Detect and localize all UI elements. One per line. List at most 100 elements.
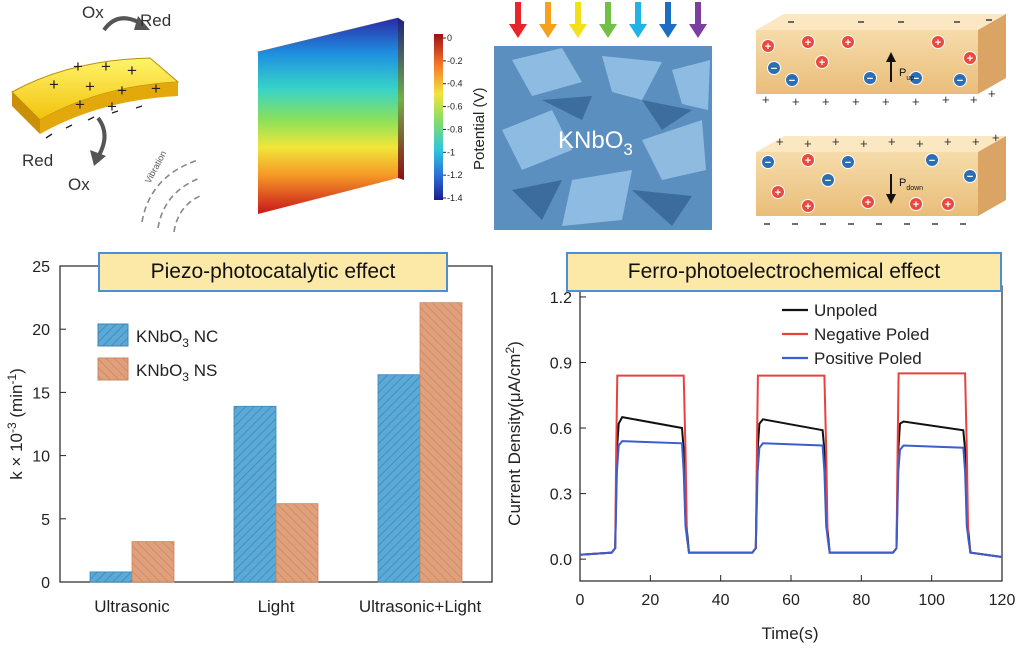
negative-ion xyxy=(963,169,977,183)
svg-text:+: + xyxy=(970,92,978,107)
ion-sign: + xyxy=(913,199,919,211)
svg-text:+: + xyxy=(916,136,924,151)
positive-ion xyxy=(771,185,785,199)
bar-y-axis-label: k × 10-3 (min-1) xyxy=(5,368,26,480)
light-arrowhead xyxy=(569,24,587,38)
svg-text:+: + xyxy=(888,134,896,149)
line-y-tick-label: 0.9 xyxy=(550,355,572,372)
ion-sign: + xyxy=(845,37,851,49)
line-x-tick-label: 80 xyxy=(852,592,870,609)
light-arrowhead xyxy=(509,24,527,38)
line-x-tick-label: 100 xyxy=(918,592,945,609)
light-arrow xyxy=(515,2,521,26)
bar-legend: KNbO3 NC KNbO3 NS xyxy=(97,323,218,384)
ion-sign: − xyxy=(825,175,831,187)
vibration-waves xyxy=(141,159,200,233)
bar xyxy=(419,302,463,583)
line-legend: Unpoled Negative Poled Positive Poled xyxy=(782,301,929,368)
negative-ion xyxy=(863,71,877,85)
ion-sign: − xyxy=(929,155,935,167)
svg-text:+: + xyxy=(117,81,127,100)
negative-ion xyxy=(821,173,835,187)
ox-bottom-label: Ox xyxy=(68,175,90,194)
negative-ion xyxy=(909,71,923,85)
svg-text:+: + xyxy=(49,75,59,94)
sem-image-panel: KNbO3 xyxy=(492,0,717,232)
light-arrow xyxy=(635,2,641,26)
line-y-tick-label: 0.6 xyxy=(550,421,572,438)
line-y-tick-label: 0.3 xyxy=(550,487,572,504)
line-x-tick-label: 20 xyxy=(641,592,659,609)
sem-image: KNbO3 xyxy=(494,2,712,230)
svg-text:+: + xyxy=(942,92,950,107)
colorbar-tick-label: -0.4 xyxy=(447,79,463,89)
svg-text:+: + xyxy=(988,86,996,101)
polarization-domains: + + + ++− +− −− − + + + + + + + + + Pup + + + + + + + + + − + −… xyxy=(756,14,1006,225)
line-x-tick-label: 40 xyxy=(712,592,730,609)
light-arrow xyxy=(575,2,581,26)
negative-ion xyxy=(841,155,855,169)
line-legend-label: Negative Poled xyxy=(814,325,929,344)
positive-ion xyxy=(841,35,855,49)
ion-sign: + xyxy=(935,37,941,49)
svg-text:+: + xyxy=(992,130,1000,145)
vibration-label: Vibration xyxy=(143,149,168,185)
bar-y-tick-label: 20 xyxy=(32,322,50,339)
bar xyxy=(275,503,319,583)
positive-ion xyxy=(801,35,815,49)
ion-sign: + xyxy=(805,37,811,49)
bar-legend-label: KNbO3 NC xyxy=(136,327,218,350)
light-arrow xyxy=(695,2,701,26)
light-arrow xyxy=(605,2,611,26)
positive-ion xyxy=(801,199,815,213)
light-arrowhead xyxy=(689,24,707,38)
ion-sign: − xyxy=(967,171,973,183)
negative-ion xyxy=(953,73,967,87)
ion-sign: + xyxy=(805,201,811,213)
line-x-tick-label: 0 xyxy=(576,592,585,609)
bar-y-tick-label: 10 xyxy=(32,449,50,466)
ox-top-label: Ox xyxy=(82,3,104,22)
bar xyxy=(89,571,133,583)
positive-ion xyxy=(941,197,955,211)
ion-sign: − xyxy=(867,73,873,85)
svg-text:+: + xyxy=(73,57,83,76)
svg-text:+: + xyxy=(101,57,111,76)
line-series xyxy=(579,372,1003,558)
bar-y-tick-label: 15 xyxy=(32,385,50,402)
positive-ion xyxy=(761,39,775,53)
colorbar-tick-label: -1 xyxy=(447,147,455,157)
negative-ion xyxy=(761,155,775,169)
line-series xyxy=(579,440,1003,558)
svg-text:+: + xyxy=(762,92,770,107)
colorbar-tick-label: 0 xyxy=(447,33,452,43)
light-arrowhead xyxy=(659,24,677,38)
line-legend-label: Unpoled xyxy=(814,301,877,320)
light-arrow xyxy=(545,2,551,26)
svg-text:+: + xyxy=(127,61,137,80)
colorbar-tick-label: -0.2 xyxy=(447,56,463,66)
ion-sign: + xyxy=(765,41,771,53)
negative-ion xyxy=(785,73,799,87)
line-plot-frame xyxy=(579,285,1003,582)
colorbar-tick-label: -1.2 xyxy=(447,170,463,180)
ion-sign: + xyxy=(775,187,781,199)
line-x-tick-label: 60 xyxy=(782,592,800,609)
ion-sign: − xyxy=(771,63,777,75)
bar xyxy=(377,374,421,583)
ferro-banner: Ferro-photoelectrochemical effect xyxy=(566,252,1002,292)
line-legend-label: Positive Poled xyxy=(814,349,922,368)
line-x-tick-label: 120 xyxy=(989,592,1016,609)
colorbar-tick-label: -1.4 xyxy=(447,193,463,203)
svg-text:+: + xyxy=(860,136,868,151)
piezo-scheme: + + + + + + + + + Ox Red Red Ox Vibration xyxy=(11,3,200,233)
svg-text:+: + xyxy=(85,77,95,96)
ion-sign: − xyxy=(957,75,963,87)
p-up-label: Pup xyxy=(899,67,914,82)
bar-legend-label: KNbO3 NS xyxy=(136,361,217,384)
colorbar-tick-label: -0.8 xyxy=(447,124,463,134)
sem-label: KNbO3 xyxy=(558,127,633,159)
potential-simulation: 0 -0.2 -0.4 -0.6 -0.8 -1 -1.2 -1.4 Potential (V… xyxy=(257,17,488,214)
positive-ion xyxy=(815,55,829,69)
positive-ion xyxy=(801,153,815,167)
